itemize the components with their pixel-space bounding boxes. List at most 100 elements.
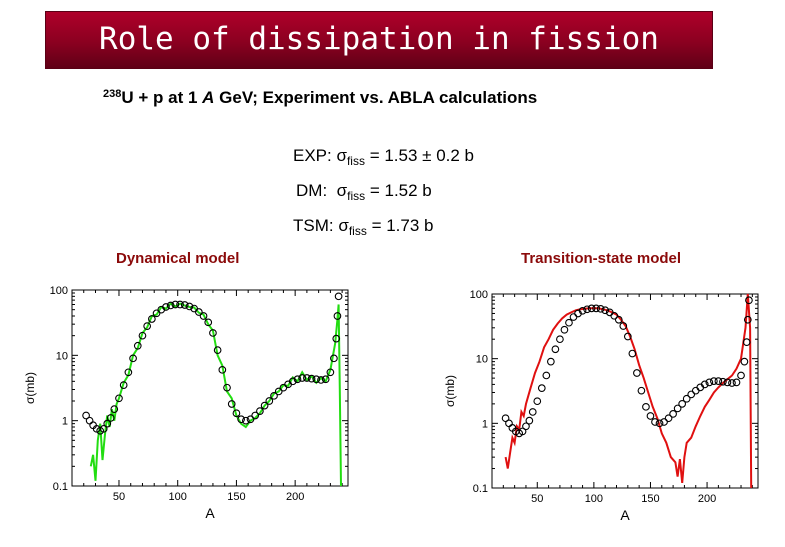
dynamical-model-chart: 0.1 1 10 100 50 100 150 200 Aσ(mb) <box>23 285 349 521</box>
dm-y-tick-label: 10 <box>56 350 68 362</box>
dm-x-tick-label: 100 <box>169 491 187 503</box>
tsm-y-tick-label: 10 <box>476 354 488 366</box>
dm-exp-point <box>241 416 250 425</box>
subtitle-description: GeV; Experiment vs. ABLA calculations <box>214 88 538 107</box>
tsm-x-tick-label: 100 <box>585 493 603 505</box>
tsm-exp-point <box>565 318 573 327</box>
tsm-exp-point <box>687 390 696 399</box>
tsm-exp-point <box>745 296 753 305</box>
tsm-exp-point <box>560 325 569 334</box>
tsm-exp-point <box>505 419 513 428</box>
dm-y-axis-label: σ(mb) <box>23 372 37 404</box>
dm-x-tick-label: 200 <box>286 491 304 503</box>
left-model-label: Dynamical model <box>116 250 240 267</box>
tsm-exp-point <box>728 379 736 387</box>
tsm-exp-point <box>569 313 578 321</box>
dm-exp-point <box>82 411 90 420</box>
subtitle: 238U + p at 1 A GeV; Experiment vs. ABLA… <box>103 88 537 108</box>
tsm-exp-point <box>583 305 591 314</box>
tsm-exp-point <box>542 371 551 380</box>
tsm-exp-point <box>705 378 714 387</box>
dm-exp-point <box>307 374 316 383</box>
dm-exp-point <box>166 301 175 310</box>
tsm-exp-point <box>719 377 727 386</box>
equation-dm: DM: σfiss = 1.52 b <box>296 181 432 203</box>
dm-exp-point <box>85 416 94 425</box>
tsm-exp-point <box>623 332 632 341</box>
tsm-exp-point <box>547 357 555 366</box>
dm-exp-point <box>223 383 231 392</box>
dm-exp-point <box>138 331 147 340</box>
dm-y-tick-label: 100 <box>50 285 68 297</box>
eq-exp-label: EXP: <box>293 146 337 165</box>
tsm-y-tick-label: 1 <box>482 418 488 430</box>
dm-exp-point <box>298 374 307 382</box>
dm-exp-point <box>115 394 123 403</box>
dm-exp-point <box>274 387 283 396</box>
dm-exp-point <box>180 301 189 309</box>
dm-exp-point <box>303 374 311 382</box>
tsm-exp-point <box>596 304 605 313</box>
dm-x-tick-label: 150 <box>227 491 245 503</box>
dm-exp-point <box>237 415 245 424</box>
equation-tsm: TSM: σfiss = 1.73 b <box>293 216 433 238</box>
dm-x-axis-label: A <box>205 505 215 521</box>
dm-exp-point <box>232 409 241 418</box>
subtitle-italic-a: A <box>202 88 215 107</box>
tsm-y-tick-label: 100 <box>470 289 488 301</box>
eq-tsm-sub: fiss <box>348 224 367 238</box>
eq-dm-label: DM: <box>296 181 337 200</box>
dm-exp-point <box>251 411 260 420</box>
dm-exp-point <box>246 415 255 424</box>
tsm-exp-point <box>651 418 659 426</box>
tsm-exp-point <box>740 357 749 366</box>
tsm-exp-point <box>537 384 546 393</box>
dm-exp-point <box>218 365 227 374</box>
dm-exp-point <box>185 302 194 311</box>
equation-exp: EXP: σfiss = 1.53 ± 0.2 b <box>293 146 474 168</box>
tsm-model-curve <box>504 293 753 489</box>
eq-exp-value: = 1.53 ± 0.2 b <box>364 146 475 165</box>
dm-exp-point <box>176 300 184 309</box>
tsm-exp-point <box>660 418 668 426</box>
dm-exp-point <box>152 309 161 318</box>
tsm-exp-point <box>587 304 596 313</box>
tsm-exp-point <box>592 304 600 313</box>
dm-exp-point <box>99 424 108 433</box>
dm-exp-point <box>260 401 269 410</box>
tsm-exp-point <box>723 378 732 387</box>
tsm-exp-point <box>669 410 677 418</box>
tsm-exp-point <box>528 408 537 416</box>
tsm-exp-point <box>518 427 527 436</box>
tsm-x-tick-label: 150 <box>641 493 659 505</box>
dm-exp-point <box>213 346 222 355</box>
dm-exp-point <box>194 308 203 316</box>
eq-dm-value: = 1.52 b <box>365 181 432 200</box>
eq-exp-sub: fiss <box>346 154 365 168</box>
dm-exp-point <box>148 315 156 323</box>
dm-exp-point <box>326 368 335 377</box>
dm-exp-point <box>265 397 274 405</box>
dm-exp-point <box>293 375 302 384</box>
subtitle-reaction: U + p at 1 <box>121 88 203 107</box>
tsm-x-tick-label: 200 <box>698 493 716 505</box>
dm-exp-point <box>270 391 278 400</box>
tsm-exp-point <box>610 311 619 320</box>
tsm-exp-point <box>682 394 691 403</box>
tsm-exp-point <box>664 414 673 423</box>
dm-exp-point <box>171 300 180 309</box>
transition-state-model-chart: 0.1 1 10 100 50 100 150 200 Aσ(mb) <box>443 289 759 523</box>
dm-exp-point <box>333 312 342 320</box>
eq-tsm-label: TSM: <box>293 216 339 235</box>
eq-tsm-value: = 1.73 b <box>366 216 434 235</box>
tsm-exp-point <box>525 416 534 425</box>
dm-y-tick-label: 1 <box>62 416 68 428</box>
dm-y-tick-label: 0.1 <box>53 481 68 493</box>
dm-exp-point <box>106 414 115 422</box>
subtitle-mass-number: 238 <box>103 88 122 100</box>
dm-exp-point <box>143 322 152 330</box>
eq-dm-sigma: σ <box>336 181 348 200</box>
tsm-x-tick-label: 50 <box>531 493 543 505</box>
tsm-exp-point <box>691 386 700 395</box>
dm-exp-point <box>334 292 343 301</box>
